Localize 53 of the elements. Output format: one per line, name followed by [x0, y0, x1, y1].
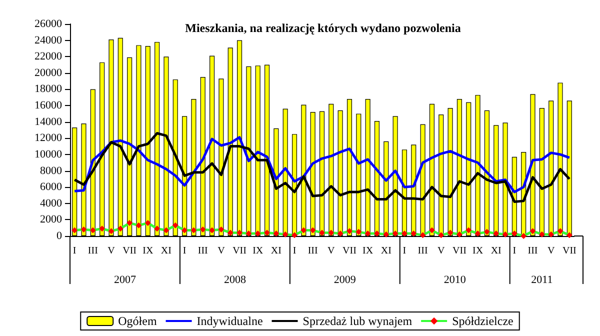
x-tick-label: III	[198, 246, 208, 256]
y-tick-label: 0	[56, 230, 62, 242]
legend-label: Spółdzielcze	[452, 314, 514, 328]
chart-title: Mieszkania, na realizację których wydano pozwolenia	[185, 21, 461, 35]
text: 2009	[334, 274, 356, 286]
x-tick-label: I	[72, 246, 76, 256]
x-tick-label: I	[402, 246, 406, 256]
x-tick-label: V	[108, 246, 116, 256]
y-tick-label: 18000	[34, 83, 62, 96]
y-tick-label: 4000	[40, 197, 62, 210]
x-tick-label: IX	[472, 246, 484, 256]
legend-label: Indywidualne	[196, 314, 263, 328]
y-tick-label: 2000	[40, 214, 62, 226]
x-tick-label: III	[308, 246, 318, 256]
x-tick-label: VII	[122, 246, 137, 256]
line-series	[73, 136, 571, 194]
y-tick-label: 8000	[40, 164, 62, 177]
y-tick-label: 14000	[34, 116, 62, 128]
x-tick-label: XI	[270, 246, 282, 256]
x-tick-label: V	[218, 246, 226, 256]
x-tick-label: III	[528, 246, 538, 256]
y-tick-label: 20000	[34, 66, 62, 79]
x-tick-label: VII	[452, 246, 466, 256]
x-tick-label: XI	[160, 246, 172, 256]
text: 2008	[224, 274, 246, 286]
x-tick-label: I	[292, 246, 296, 256]
y-tick-label: 22000	[34, 50, 62, 63]
y-tick-label: 12000	[34, 132, 62, 144]
x-tick-label: V	[328, 246, 336, 256]
x-tick-label: VII	[562, 246, 576, 256]
x-tick-label: IX	[362, 246, 374, 256]
y-tick-label: 24000	[34, 34, 62, 46]
x-tick-label: IX	[252, 246, 264, 256]
x-tick-label: VII	[342, 246, 356, 256]
x-tick-label: VII	[232, 246, 246, 256]
x-tick-label: III	[418, 246, 428, 256]
legend-label: Sprzedaż lub wynajem	[302, 314, 413, 328]
x-tick-label: XI	[380, 246, 392, 256]
y-tick-label: 10000	[34, 148, 62, 160]
x-tick-label: I	[512, 246, 516, 256]
x-tick-label: IX	[142, 246, 154, 256]
y-tick-label: 26000	[34, 18, 62, 30]
x-tick-label: V	[438, 246, 446, 256]
y-tick-label: 16000	[34, 100, 62, 112]
legend-label: Ogółem	[118, 314, 158, 328]
x-tick-label: I	[182, 246, 186, 256]
x-tick-label: V	[547, 246, 556, 256]
text: 2010	[444, 274, 466, 286]
text: 2011	[531, 274, 553, 286]
x-tick-label: III	[88, 246, 98, 256]
y-tick-label: 6000	[40, 181, 62, 194]
x-tick-label: XI	[490, 246, 502, 256]
text: 2007	[114, 274, 136, 286]
